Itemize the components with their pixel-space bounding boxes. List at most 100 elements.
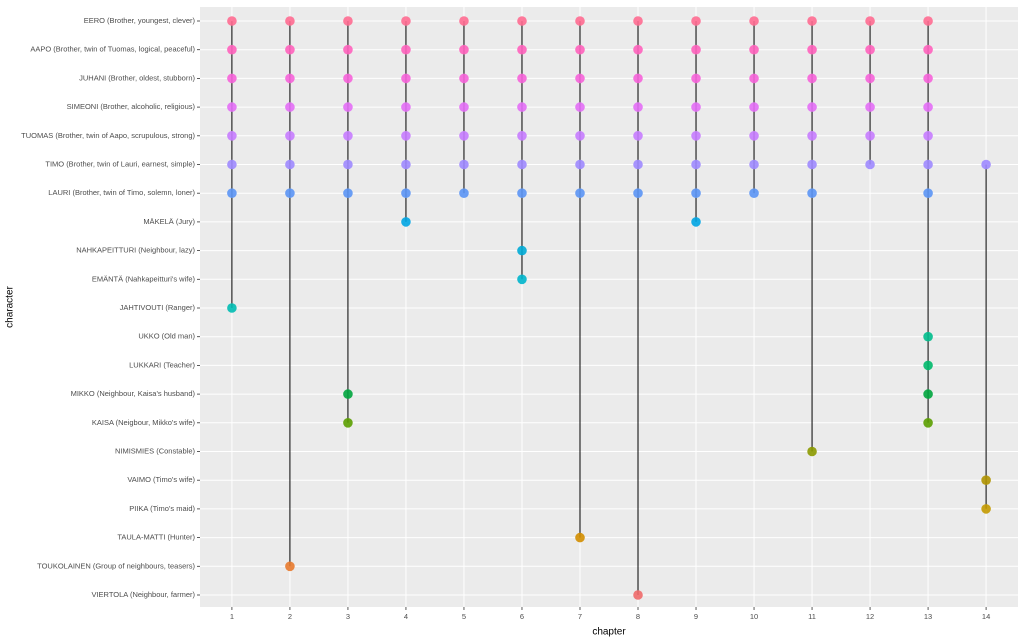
- dot: [807, 188, 817, 198]
- dot: [227, 102, 237, 112]
- dot: [691, 188, 701, 198]
- dot: [517, 16, 527, 26]
- dot: [865, 159, 875, 170]
- dot: [517, 73, 527, 84]
- y-tick-label: LUKKARI (Teacher): [129, 360, 195, 369]
- dot: [981, 159, 991, 170]
- dot: [923, 331, 933, 342]
- dot: [749, 159, 759, 170]
- dot: [517, 102, 527, 112]
- x-tick-label: 8: [636, 612, 640, 621]
- dot: [575, 532, 585, 543]
- y-tick-label: JAHTIVOUTI (Ranger): [120, 303, 196, 312]
- dot: [807, 102, 817, 112]
- dot: [459, 131, 469, 141]
- dot: [923, 16, 933, 26]
- dot: [343, 389, 353, 399]
- y-tick-label: LAURI (Brother, twin of Timo, solemn, lo…: [48, 188, 195, 197]
- dot: [749, 131, 759, 141]
- y-tick-label: TOUKOLAINEN (Group of neighbours, teaser…: [37, 561, 195, 570]
- x-tick-label: 9: [694, 612, 698, 621]
- dot: [691, 217, 701, 227]
- dot: [227, 73, 237, 84]
- dot: [285, 16, 295, 26]
- dot: [227, 44, 237, 55]
- dot: [401, 16, 411, 26]
- dot: [459, 188, 469, 198]
- dot: [459, 16, 469, 26]
- dot: [343, 418, 353, 428]
- dot: [401, 102, 411, 112]
- dot: [633, 159, 643, 170]
- dot: [285, 73, 295, 84]
- y-tick-label: MIKKO (Neighbour, Kaisa's husband): [71, 389, 196, 398]
- dot: [749, 16, 759, 26]
- dot: [633, 44, 643, 55]
- y-tick-label: TUOMAS (Brother, twin of Aapo, scrupulou…: [21, 131, 195, 140]
- y-axis-title: character: [5, 285, 16, 327]
- dot: [807, 159, 817, 170]
- y-tick-label: MÄKELÄ (Jury): [143, 217, 195, 226]
- dot: [343, 73, 353, 84]
- dot: [517, 188, 527, 198]
- dot: [691, 44, 701, 55]
- dot: [227, 188, 237, 198]
- dot: [401, 131, 411, 141]
- y-tick-label: EERO (Brother, youngest, clever): [84, 16, 196, 25]
- dot: [575, 73, 585, 84]
- dot: [749, 102, 759, 112]
- dot: [923, 159, 933, 170]
- dot: [633, 590, 643, 600]
- dot: [401, 44, 411, 55]
- dot: [285, 131, 295, 141]
- dot: [227, 159, 237, 170]
- dot: [923, 418, 933, 428]
- dot: [517, 274, 527, 285]
- dot: [459, 159, 469, 170]
- y-tick-label: TAULA-MATTI (Hunter): [117, 533, 195, 542]
- x-tick-label: 7: [578, 612, 582, 621]
- dot: [807, 16, 817, 26]
- x-tick-label: 2: [288, 612, 292, 621]
- dot: [923, 360, 933, 371]
- dot: [227, 16, 237, 26]
- dot: [923, 102, 933, 112]
- y-tick-label: NAHKAPEITTURI (Neighbour, lazy): [76, 246, 195, 255]
- x-tick-label: 10: [750, 612, 758, 621]
- y-tick-label: NIMISMIES (Constable): [115, 446, 196, 455]
- dot: [575, 188, 585, 198]
- dot: [285, 44, 295, 55]
- y-tick-label: KAISA (Neigbour, Mikko's wife): [92, 418, 196, 427]
- dot: [633, 188, 643, 198]
- x-tick-label: 11: [808, 612, 816, 621]
- y-tick-label: EMÄNTÄ (Nahkapeitturi's wife): [92, 274, 196, 283]
- dot: [923, 73, 933, 84]
- dot: [923, 131, 933, 141]
- dot: [981, 504, 991, 514]
- dot: [401, 73, 411, 84]
- dot: [865, 131, 875, 141]
- dot: [401, 217, 411, 227]
- dot: [401, 188, 411, 198]
- dot: [575, 16, 585, 26]
- dot: [633, 131, 643, 141]
- x-tick-label: 1: [230, 612, 234, 621]
- y-tick-label: JUHANI (Brother, oldest, stubborn): [79, 73, 195, 82]
- dot: [575, 131, 585, 141]
- y-tick-label: AAPO (Brother, twin of Tuomas, logical, …: [30, 45, 195, 54]
- dot: [343, 16, 353, 26]
- dot: [575, 44, 585, 55]
- dot: [691, 102, 701, 112]
- x-tick-label: 14: [982, 612, 990, 621]
- y-tick-label: VIERTOLA (Neighbour, farmer): [91, 590, 195, 599]
- dot: [459, 73, 469, 84]
- dot: [923, 188, 933, 198]
- dot: [923, 389, 933, 399]
- dot: [459, 102, 469, 112]
- dot: [865, 73, 875, 84]
- y-tick-label: VAIMO (Timo's wife): [127, 475, 195, 484]
- dot: [343, 44, 353, 55]
- y-tick-label: SIMEONI (Brother, alcoholic, religious): [67, 102, 196, 111]
